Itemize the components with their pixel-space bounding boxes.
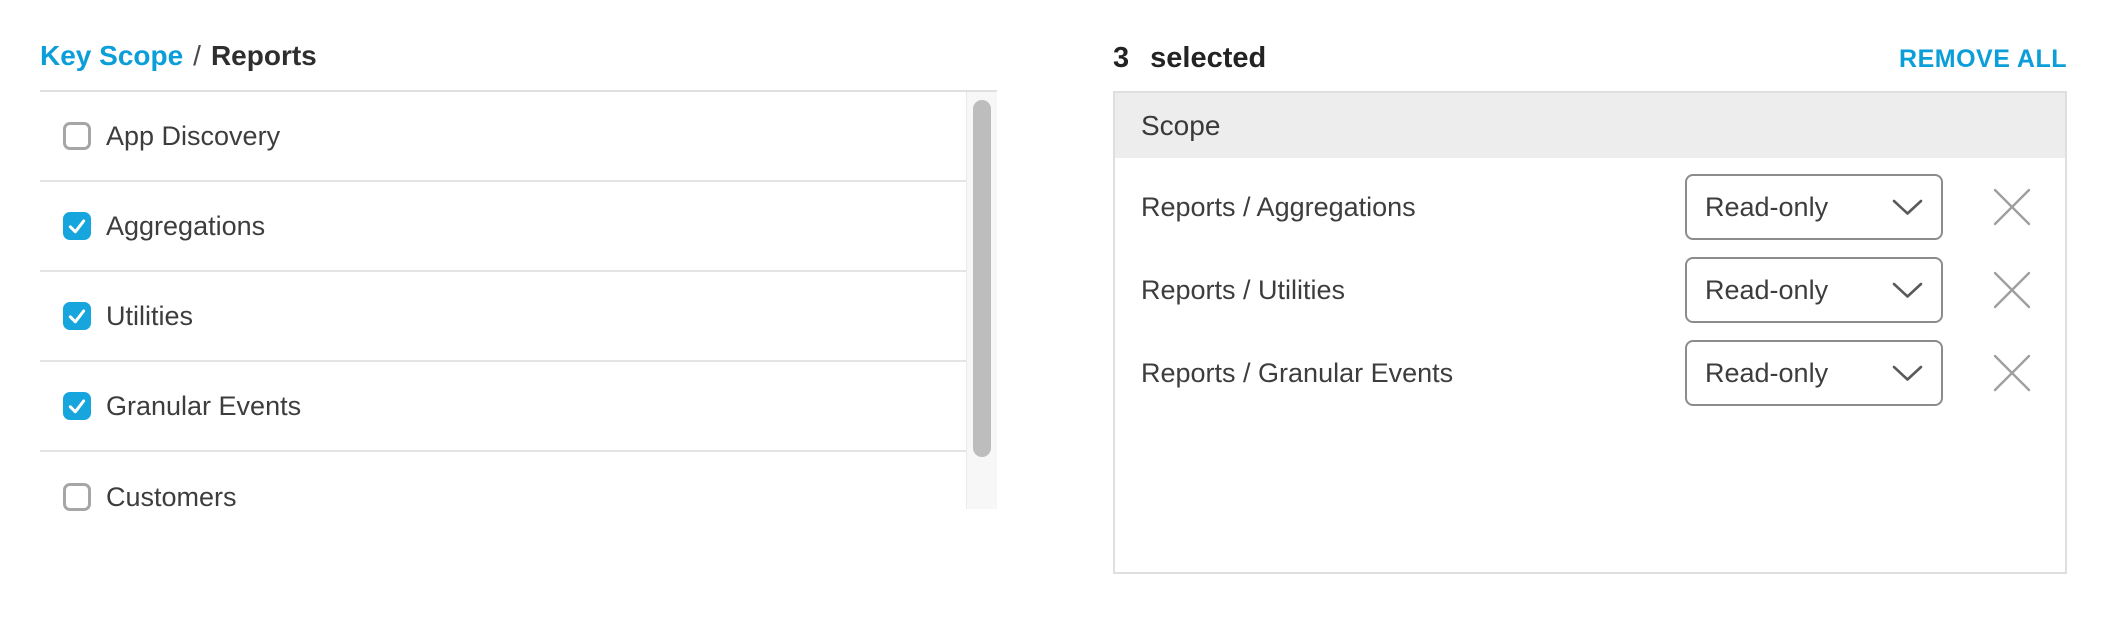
remove-row-button[interactable]	[1992, 270, 2032, 310]
checkbox[interactable]	[63, 392, 91, 420]
scrollbar[interactable]	[966, 92, 997, 509]
selection-row-label: Reports / Granular Events	[1141, 357, 1454, 388]
list-item-customers[interactable]: Customers	[40, 452, 966, 512]
selection-panel: Scope Reports / Aggregations Read-only R…	[1113, 91, 2067, 574]
remove-row-button[interactable]	[1992, 187, 2032, 227]
checkbox[interactable]	[63, 483, 91, 511]
list-item-app-discovery[interactable]: App Discovery	[40, 92, 966, 182]
checkmark-icon	[68, 399, 86, 414]
selection-header: 3 selected REMOVE ALL	[1113, 42, 2067, 75]
x-icon	[1993, 271, 2031, 309]
scope-checkbox-list: App Discovery Aggregations Utilities Gra…	[40, 90, 997, 512]
selection-rows: Reports / Aggregations Read-only Reports…	[1115, 158, 2065, 406]
breadcrumb-separator: /	[193, 40, 201, 71]
selection-table-header: Scope	[1115, 93, 2065, 158]
permission-dropdown-value: Read-only	[1705, 191, 1829, 222]
checkbox[interactable]	[63, 212, 91, 240]
list-item-label: Utilities	[106, 300, 194, 331]
scrollbar-thumb[interactable]	[973, 100, 991, 457]
selection-row-reports-granular-events: Reports / Granular Events Read-only	[1115, 340, 2065, 406]
permission-dropdown[interactable]: Read-only	[1685, 174, 1943, 240]
selection-row-label: Reports / Utilities	[1141, 274, 1346, 305]
list-item-aggregations[interactable]: Aggregations	[40, 182, 966, 272]
list-item-utilities[interactable]: Utilities	[40, 272, 966, 362]
selected-count-number: 3	[1113, 42, 1130, 74]
permission-dropdown[interactable]: Read-only	[1685, 340, 1943, 406]
selection-row-reports-aggregations: Reports / Aggregations Read-only	[1115, 174, 2065, 240]
chevron-down-icon	[1892, 199, 1923, 215]
chevron-down-icon	[1892, 365, 1923, 381]
selection-table-header-label: Scope	[1141, 109, 1221, 141]
selected-count-label: selected	[1150, 42, 1267, 74]
x-icon	[1993, 188, 2031, 226]
permission-dropdown-value: Read-only	[1705, 357, 1829, 388]
breadcrumb-current-reports: Reports	[210, 40, 317, 71]
checkmark-icon	[68, 219, 86, 234]
list-item-label: Customers	[106, 481, 237, 512]
checkmark-icon	[68, 309, 86, 324]
permission-dropdown-value: Read-only	[1705, 274, 1829, 305]
list-item-label: Granular Events	[106, 390, 302, 421]
scope-list-rows: App Discovery Aggregations Utilities Gra…	[40, 92, 966, 512]
list-item-label: App Discovery	[106, 120, 281, 151]
list-item-label: Aggregations	[106, 210, 266, 241]
checkbox[interactable]	[63, 122, 91, 150]
selection-row-reports-utilities: Reports / Utilities Read-only	[1115, 257, 2065, 323]
selected-count-text: 3 selected	[1113, 42, 1266, 75]
checkbox[interactable]	[63, 302, 91, 330]
remove-row-button[interactable]	[1992, 353, 2032, 393]
permission-dropdown[interactable]: Read-only	[1685, 257, 1943, 323]
breadcrumb: Key Scope / Reports	[40, 40, 317, 72]
selection-row-label: Reports / Aggregations	[1141, 191, 1416, 222]
x-icon	[1993, 354, 2031, 392]
list-item-granular-events[interactable]: Granular Events	[40, 362, 966, 452]
breadcrumb-link-key-scope[interactable]: Key Scope	[40, 40, 184, 71]
chevron-down-icon	[1892, 282, 1923, 298]
remove-all-button[interactable]: REMOVE ALL	[1899, 45, 2067, 73]
